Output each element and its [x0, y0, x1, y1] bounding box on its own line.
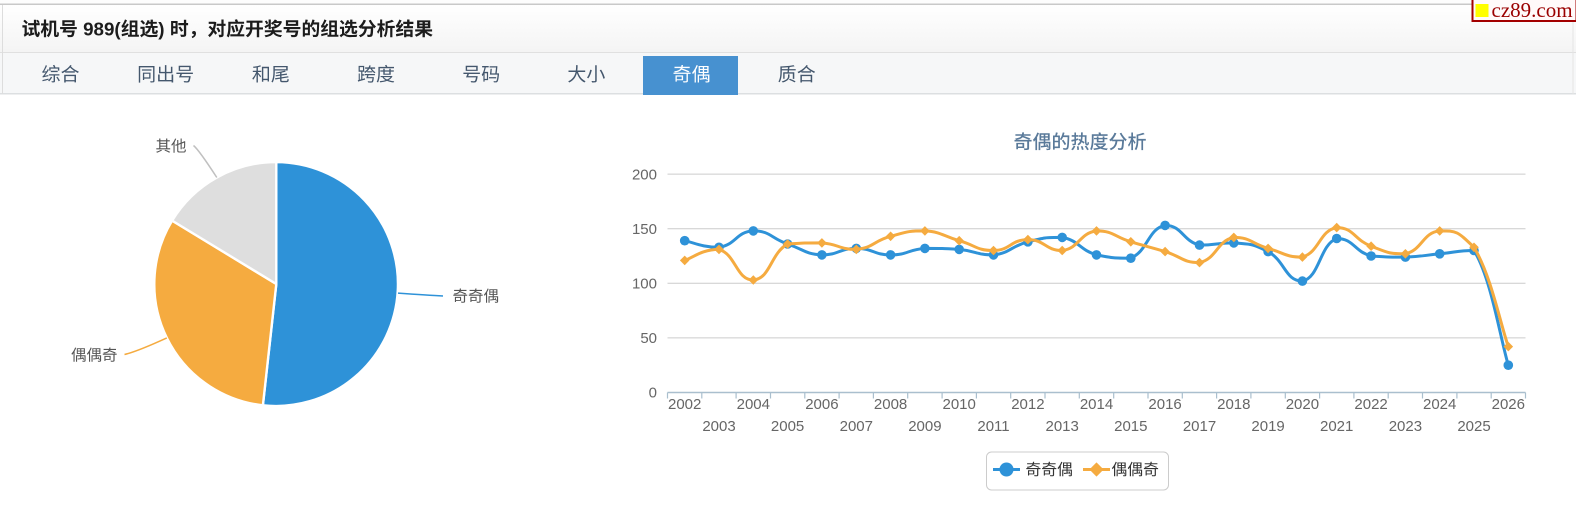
svg-text:cz89.com: cz89.com [1492, 0, 1573, 22]
svg-text:2007: 2007 [840, 418, 873, 435]
svg-text:2013: 2013 [1046, 418, 1079, 435]
svg-text:2021: 2021 [1320, 418, 1353, 435]
svg-text:200: 200 [632, 166, 657, 183]
svg-text:2006: 2006 [805, 396, 838, 413]
svg-text:0: 0 [649, 385, 657, 402]
svg-text:2020: 2020 [1286, 396, 1319, 413]
svg-text:989(: 989( [83, 19, 121, 40]
svg-text:2015: 2015 [1114, 418, 1147, 435]
svg-text:2012: 2012 [1011, 396, 1044, 413]
svg-text:2026: 2026 [1492, 396, 1525, 413]
svg-text:2004: 2004 [737, 396, 770, 413]
svg-text:2005: 2005 [771, 418, 804, 435]
svg-text:2017: 2017 [1183, 418, 1216, 435]
svg-text:2014: 2014 [1080, 396, 1113, 413]
svg-text:2009: 2009 [908, 418, 941, 435]
svg-text:2024: 2024 [1423, 396, 1456, 413]
svg-text:2019: 2019 [1251, 418, 1284, 435]
svg-text:2010: 2010 [943, 396, 976, 413]
svg-text:2022: 2022 [1354, 396, 1387, 413]
svg-text:2008: 2008 [874, 396, 907, 413]
svg-text:2023: 2023 [1389, 418, 1422, 435]
svg-text:100: 100 [632, 276, 657, 293]
svg-text:2003: 2003 [702, 418, 735, 435]
svg-text:2002: 2002 [668, 396, 701, 413]
svg-text:2018: 2018 [1217, 396, 1250, 413]
svg-text:2011: 2011 [977, 418, 1009, 435]
svg-text:): ) [158, 19, 164, 40]
svg-text:150: 150 [632, 221, 657, 238]
svg-text:50: 50 [640, 330, 657, 347]
svg-text:2025: 2025 [1457, 418, 1490, 435]
svg-text:2016: 2016 [1148, 396, 1181, 413]
